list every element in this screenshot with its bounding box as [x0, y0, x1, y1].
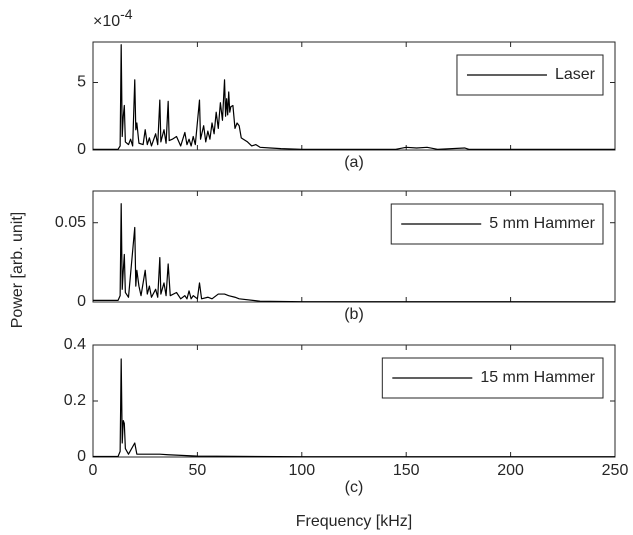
y-tick-label: 0 — [77, 293, 86, 310]
x-tick-label: 50 — [189, 462, 207, 479]
legend: 5 mm Hammer — [390, 203, 604, 245]
y-tick-label: 0.2 — [64, 392, 86, 409]
y-tick-label: 0.05 — [55, 214, 86, 231]
y-tick-label: 0 — [77, 448, 86, 465]
y-tick-label: 5 — [77, 74, 86, 91]
panel-caption: (b) — [344, 306, 364, 323]
y-multiplier-base: ×10 — [93, 13, 120, 30]
spectrum-line — [93, 44, 615, 150]
y-multiplier: ×10-4 — [93, 6, 133, 31]
x-tick-label: 200 — [497, 462, 524, 479]
y-axis-label: Power [arb. unit] — [9, 212, 26, 329]
x-tick-label: 100 — [288, 462, 315, 479]
y-multiplier-exponent: -4 — [120, 6, 133, 22]
spectrum-line — [93, 358, 615, 458]
x-tick-label: 250 — [602, 462, 629, 479]
legend: Laser — [456, 54, 604, 96]
y-tick-label: 0.4 — [64, 336, 86, 353]
legend-label: Laser — [555, 66, 596, 83]
y-tick-label: 0 — [77, 141, 86, 158]
legend-label: 5 mm Hammer — [489, 215, 595, 232]
legend: 15 mm Hammer — [381, 357, 604, 399]
x-tick-label: 0 — [89, 462, 98, 479]
legend-label: 15 mm Hammer — [480, 369, 595, 386]
x-tick-label: 150 — [393, 462, 420, 479]
spectrum-line — [93, 203, 616, 303]
panel-caption: (a) — [344, 154, 364, 171]
panel-caption: (c) — [345, 479, 364, 496]
x-axis-label: Frequency [kHz] — [296, 513, 412, 530]
